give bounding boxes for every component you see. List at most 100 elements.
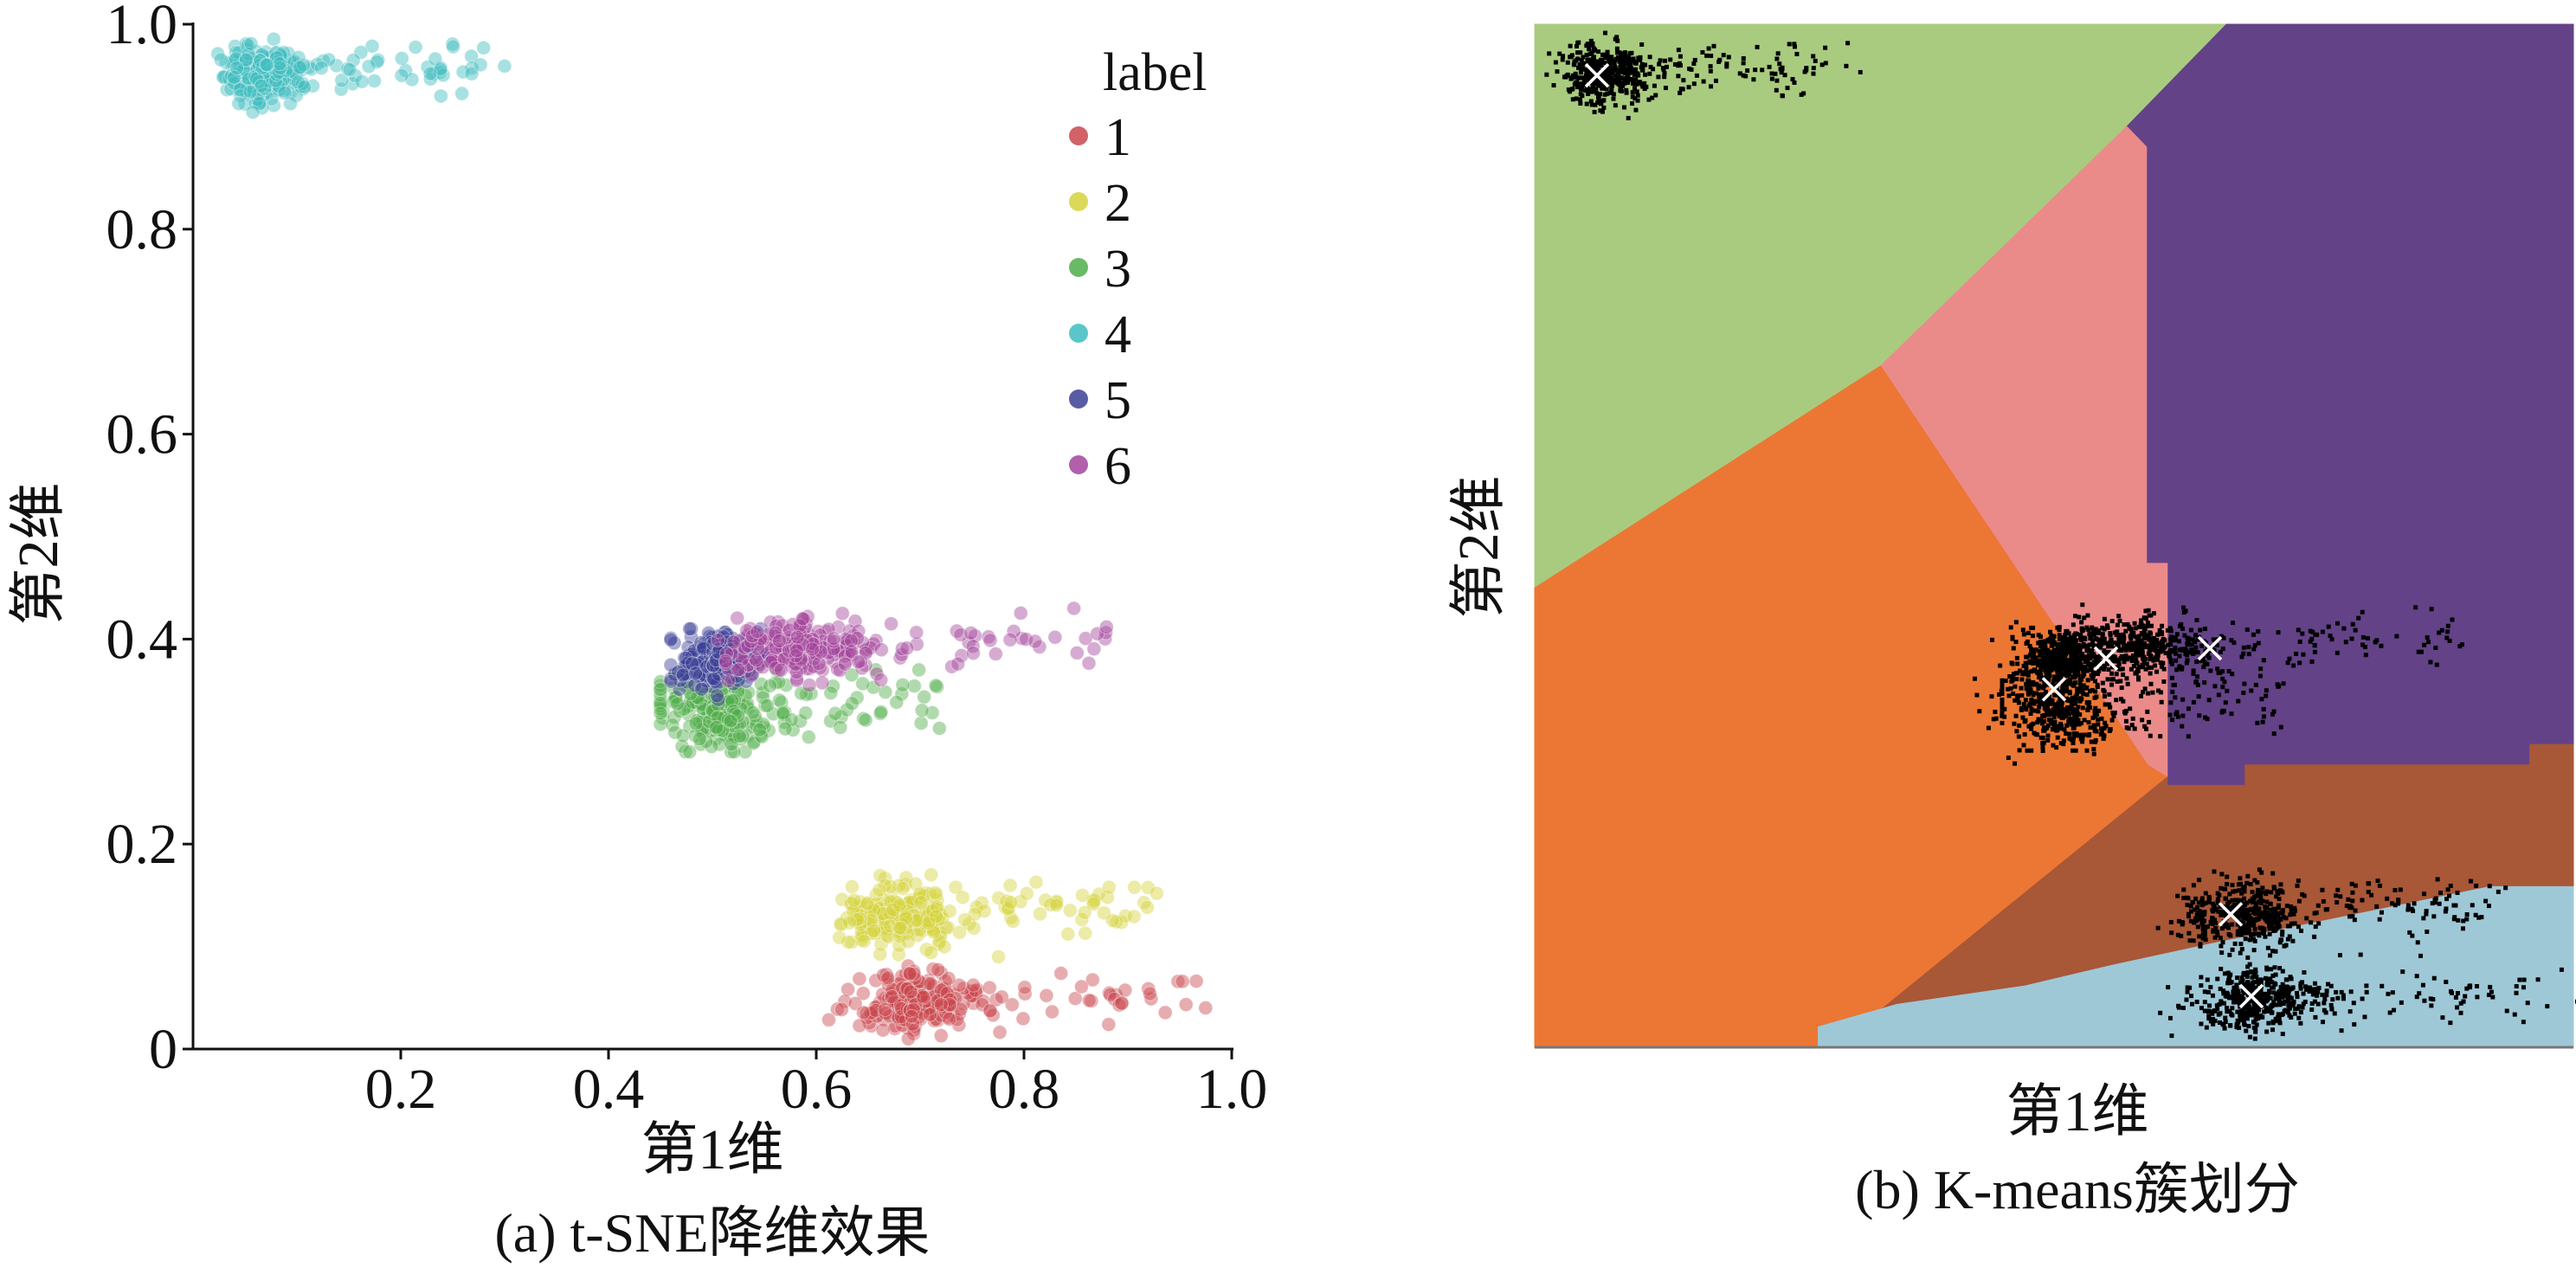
data-point (2023, 660, 2028, 666)
data-point (2025, 639, 2030, 644)
point-label-3 (740, 728, 756, 743)
point-label-1 (893, 995, 909, 1011)
point-label-4 (226, 69, 242, 85)
data-point (2445, 623, 2450, 628)
point-label-6 (1066, 601, 1082, 616)
point-label-2 (873, 922, 888, 937)
point-label-1 (1114, 995, 1130, 1011)
data-point (1793, 44, 1798, 49)
data-point (2000, 713, 2005, 718)
data-point (2078, 732, 2083, 737)
point-label-1 (891, 991, 906, 1007)
point-label-3 (769, 662, 784, 678)
point-label-2 (1001, 900, 1016, 916)
data-point (2268, 953, 2273, 958)
data-point (2099, 716, 2104, 721)
point-label-4 (236, 55, 252, 71)
data-point (2072, 732, 2077, 737)
point-label-2 (921, 908, 937, 924)
data-point (2215, 897, 2220, 902)
point-label-3 (708, 721, 724, 737)
point-label-4 (215, 69, 230, 85)
point-label-4 (238, 70, 254, 86)
point-label-1 (934, 982, 950, 998)
data-point (1575, 56, 1581, 61)
point-label-2 (892, 878, 907, 893)
point-label-4 (254, 60, 270, 75)
data-point (1804, 68, 1809, 73)
data-point (2148, 681, 2154, 686)
data-point (1598, 108, 1603, 113)
point-label-2 (1001, 901, 1016, 917)
data-point (2085, 699, 2090, 705)
point-label-1 (923, 999, 938, 1014)
point-label-2 (932, 934, 948, 949)
point-label-4 (264, 91, 280, 106)
point-label-4 (266, 68, 281, 83)
data-point (2029, 706, 2034, 711)
point-label-2 (924, 904, 940, 919)
data-point (2242, 889, 2247, 894)
point-label-2 (937, 939, 952, 955)
point-label-4 (432, 65, 448, 80)
point-label-3 (705, 682, 721, 698)
data-point (2205, 977, 2210, 982)
point-label-1 (900, 991, 916, 1007)
point-label-3 (674, 738, 690, 754)
data-point (2068, 677, 2073, 682)
point-label-3 (653, 681, 668, 697)
data-point (2128, 647, 2133, 653)
data-point (2198, 943, 2203, 949)
data-point (2180, 713, 2186, 718)
data-point (2075, 687, 2080, 692)
point-label-5 (713, 645, 729, 660)
data-point (2521, 977, 2527, 982)
data-point (2010, 678, 2015, 683)
point-label-6 (909, 625, 924, 640)
legend-marker-1 (1069, 126, 1088, 145)
data-point (2012, 721, 2017, 726)
data-point (2236, 698, 2241, 704)
point-label-2 (866, 914, 881, 930)
point-label-2 (1096, 905, 1111, 921)
point-label-6 (805, 641, 821, 657)
data-point (2158, 1010, 2163, 1015)
point-label-3 (716, 703, 731, 718)
point-label-3 (668, 690, 684, 705)
point-label-1 (860, 1010, 875, 1026)
point-label-3 (731, 692, 747, 707)
point-label-4 (233, 81, 248, 97)
point-label-6 (965, 646, 981, 661)
point-label-1 (891, 1011, 906, 1027)
point-label-1 (938, 1005, 954, 1020)
data-point (2199, 1006, 2204, 1011)
data-point (2014, 655, 2019, 660)
point-label-3 (665, 718, 680, 733)
point-label-2 (858, 920, 873, 936)
point-label-3 (695, 724, 711, 739)
data-point (2202, 680, 2207, 685)
data-point (1567, 89, 1572, 94)
data-point (2141, 615, 2147, 621)
point-label-1 (905, 1002, 921, 1018)
point-label-1 (870, 998, 886, 1014)
data-point (2057, 628, 2062, 633)
data-point (2051, 707, 2057, 712)
point-label-4 (259, 68, 274, 83)
data-point (2315, 903, 2321, 908)
point-label-1 (934, 997, 950, 1013)
point-label-4 (420, 59, 435, 74)
point-label-1 (884, 988, 899, 1004)
data-point (2135, 647, 2141, 653)
point-label-4 (246, 76, 261, 92)
data-point (2036, 633, 2041, 638)
point-label-5 (718, 625, 733, 640)
data-point (2135, 653, 2140, 658)
data-point (2092, 710, 2097, 715)
point-label-6 (982, 633, 998, 648)
point-label-1 (902, 965, 918, 981)
point-label-4 (329, 58, 345, 74)
point-label-4 (273, 52, 288, 68)
legend-entry-label: 1 (1104, 108, 1131, 167)
point-label-2 (900, 925, 916, 941)
